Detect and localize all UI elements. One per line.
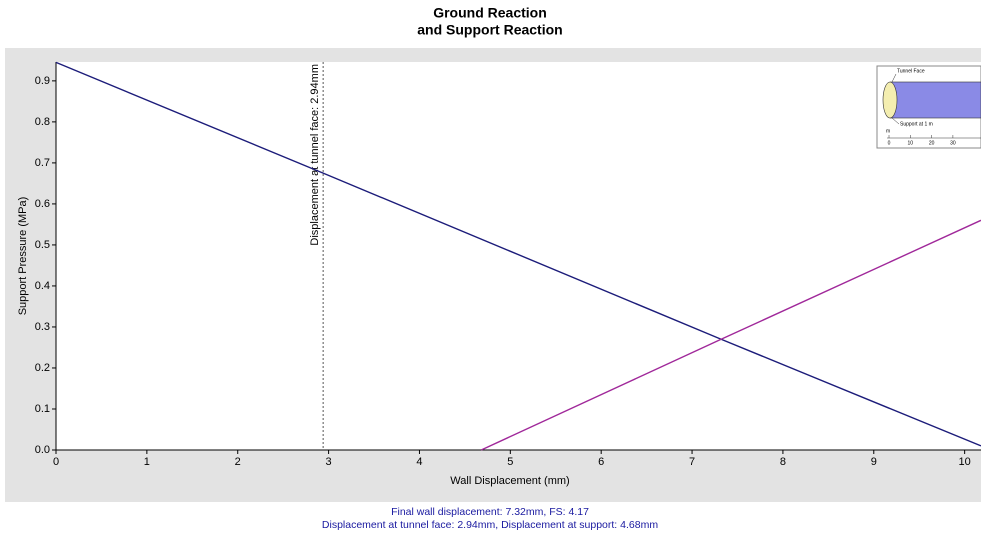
y-tick-label: 0.2 xyxy=(35,362,50,374)
inset: Tunnel Face Support at 1 m m 0 10 20 30 xyxy=(876,65,981,149)
y-tick-label: 0.3 xyxy=(35,321,50,333)
scale-label: 30 xyxy=(950,140,956,146)
x-axis-label: Wall Displacement (mm) xyxy=(450,475,569,487)
tunnel xyxy=(889,81,981,119)
line xyxy=(480,219,981,451)
scale-label: 20 xyxy=(929,140,935,146)
x-tick-label: 6 xyxy=(598,456,604,468)
x-tick-label: 4 xyxy=(416,456,422,468)
x-tick-label: 10 xyxy=(959,456,971,468)
x-tick-label: 1 xyxy=(144,456,150,468)
y-tick-label: 0.8 xyxy=(35,116,50,128)
x-tick-label: 7 xyxy=(689,456,695,468)
inset-label: Tunnel Face xyxy=(897,68,925,74)
y-tick-label: 0.6 xyxy=(35,198,50,210)
y-tick-label: 0.1 xyxy=(35,403,50,415)
y-tick-label: 0.7 xyxy=(35,157,50,169)
x-tick-label: 9 xyxy=(871,456,877,468)
inset-label: Support at 1 m xyxy=(900,121,933,127)
y-axis-label: Support Pressure (MPa) xyxy=(17,197,29,316)
chart-title: and Support Reaction xyxy=(417,22,562,38)
summary: Displacement at tunnel face: 2.94mm, Dis… xyxy=(322,519,658,531)
x-tick-label: 2 xyxy=(235,456,241,468)
y-tick-label: 0.0 xyxy=(35,444,50,456)
chart-title: Ground Reaction xyxy=(433,5,547,21)
scale-label: 10 xyxy=(908,140,914,146)
y-tick-label: 0.4 xyxy=(35,280,50,292)
x-tick-label: 0 xyxy=(53,456,59,468)
annotation-label: Displacement at tunnel face: 2.94mm xyxy=(309,64,321,246)
y-tick-label: 0.9 xyxy=(35,75,50,87)
y-tick-label: 0.5 xyxy=(35,239,50,251)
inset-label: m xyxy=(886,128,890,134)
line xyxy=(55,61,981,447)
leader xyxy=(891,117,900,125)
tunnel-face xyxy=(882,81,898,119)
scale-label: 0 xyxy=(888,140,891,146)
x-tick-label: 5 xyxy=(507,456,513,468)
x-tick-label: 8 xyxy=(780,456,786,468)
x-tick-label: 3 xyxy=(326,456,332,468)
summary: Final wall displacement: 7.32mm, FS: 4.1… xyxy=(391,506,589,518)
leader xyxy=(891,73,897,83)
